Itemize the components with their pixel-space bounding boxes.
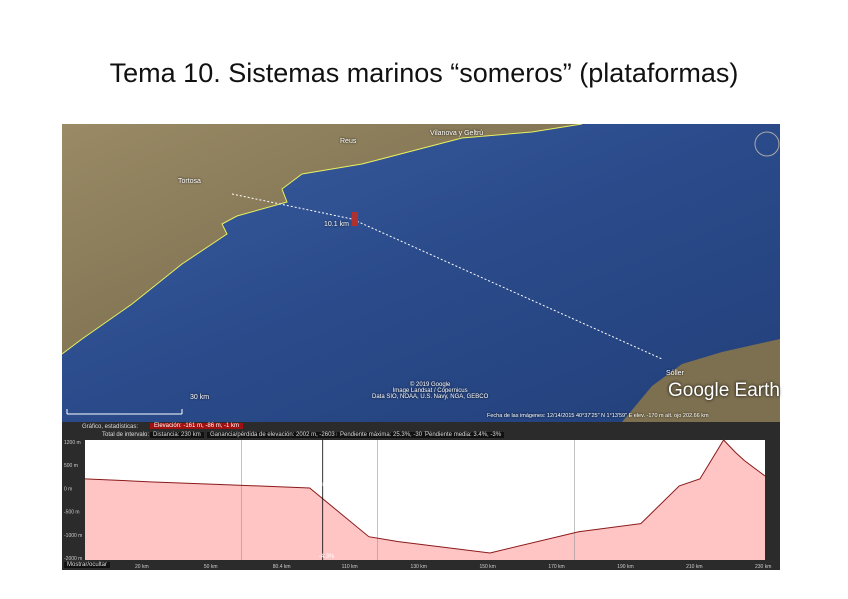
x-tick-label: 50 km [204, 564, 218, 570]
attribution: © 2019 Google Image Landsat / Copernicus… [372, 382, 488, 400]
x-tick-label: 210 km [686, 564, 702, 570]
y-tick-label: 500 m [64, 463, 78, 469]
elevation-chart[interactable]: -161 m -4.3% 1200 m 500 m 0 m -500 m -1000 m -2… [62, 422, 780, 570]
y-tick-label: -1000 m [64, 533, 82, 539]
profile-route [231, 193, 663, 360]
x-tick-label: 20 km [135, 564, 149, 570]
position-marker[interactable] [352, 212, 358, 226]
elevation-readout: Elevación: -161 m, -86 m, -1 km [150, 423, 244, 429]
range-label: Total de intervalo: [102, 432, 150, 438]
x-tick-label: 170 km [548, 564, 564, 570]
x-tick-label: 150 km [479, 564, 495, 570]
iberian-coast [62, 124, 582, 354]
y-tick-label: 0 m [64, 486, 72, 492]
y-tick-label: 1200 m [64, 440, 81, 446]
y-tick-label: -2000 m [64, 556, 82, 562]
distance-stat: Distancia: 230 km [150, 432, 204, 438]
max-slope-stat: Pendiente máxima: 25.3%, -30.9% [337, 432, 436, 438]
attribution-line: © 2019 Google [409, 382, 451, 388]
elevation-gain-stat: Ganancia/pérdida de elevación: 2002 m, -… [207, 432, 345, 438]
google-earth-logo: Google Earth [668, 380, 780, 401]
avg-slope-stat: Pendiente media: 3.4%, -3% [422, 432, 505, 438]
status-bar: Fecha de las imágenes: 12/14/2015 40°37'… [487, 413, 709, 419]
x-tick-label: 230 km [755, 564, 771, 570]
x-tick-label: 190 km [617, 564, 633, 570]
mallorca [622, 339, 780, 422]
scale-label: 30 km [190, 394, 210, 401]
y-tick-label: -500 m [64, 510, 80, 516]
cursor-elevation-label: -161 m [309, 482, 328, 488]
x-tick-label: 110 km [342, 564, 358, 570]
x-tick-label: 80.4 km [273, 564, 291, 570]
stats-label: Gráfico, estadísticas: [82, 424, 139, 430]
map-imagery [61, 123, 780, 422]
place-label: Sóller [666, 370, 684, 377]
compass-icon[interactable] [754, 131, 780, 157]
google-earth-map[interactable]: Tortosa Reus Vilanova y Geltrú Sóller 10… [61, 123, 780, 422]
slide-title: Tema 10. Sistemas marinos “someros” (pla… [109, 58, 739, 88]
toggle-profile-button[interactable]: Mostrar/ocultar [64, 562, 111, 568]
place-label: Tortosa [178, 178, 201, 185]
place-label: Vilanova y Geltrú [430, 130, 484, 137]
marker-label: 10.1 km [324, 221, 349, 228]
scale-bar [66, 409, 183, 415]
x-tick-label: 130 km [411, 564, 427, 570]
elevation-line [84, 439, 766, 554]
cursor-slope-label: -4.3% [319, 554, 335, 560]
elevation-profile-panel: Gráfico, estadísticas: Elevación: -161 m… [62, 422, 780, 570]
attribution-line: Data SIO, NOAA, U.S. Navy, NGA, GEBCO [372, 394, 489, 400]
coastline [61, 123, 583, 355]
place-label: Reus [340, 138, 357, 145]
attribution-line: Image Landsat / Copernicus [392, 388, 468, 394]
